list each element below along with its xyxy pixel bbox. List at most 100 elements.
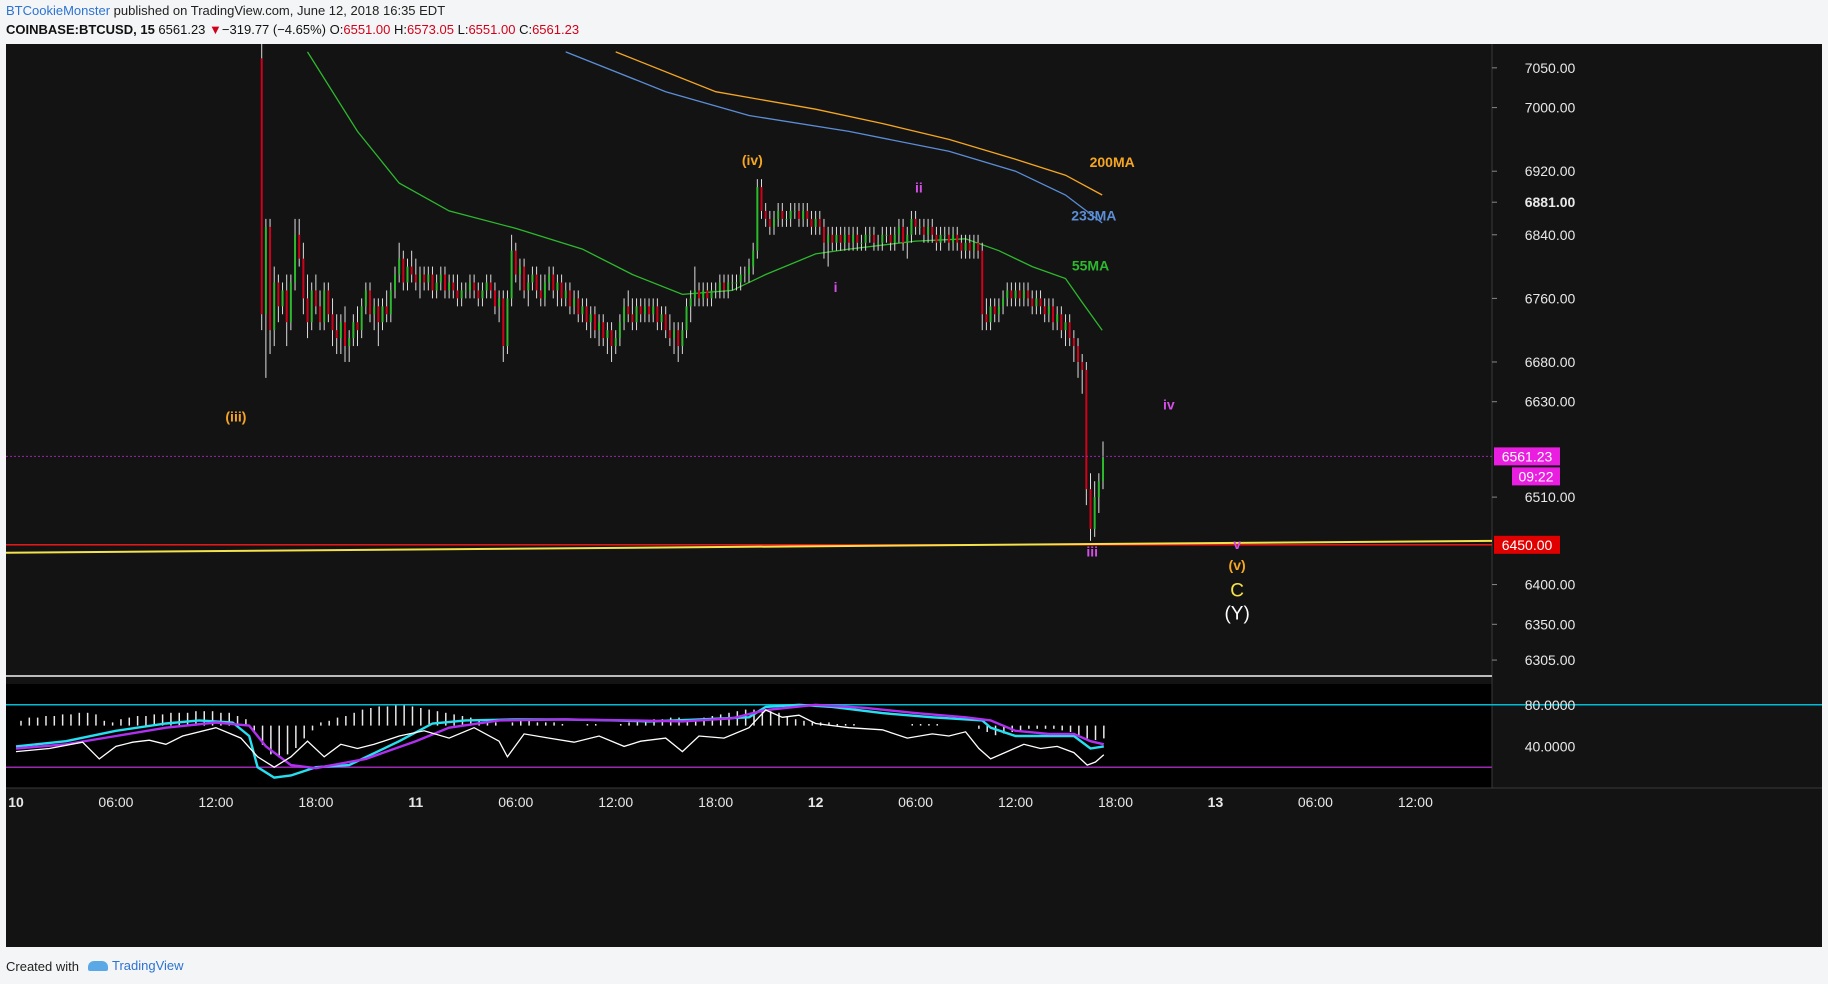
candle xyxy=(1052,298,1055,331)
candle-body xyxy=(1052,306,1055,323)
candle xyxy=(539,274,542,307)
candle-body xyxy=(298,234,301,259)
candle xyxy=(831,226,834,251)
candle-body xyxy=(1093,497,1096,529)
candle-body xyxy=(418,274,421,283)
candle xyxy=(897,218,900,243)
candle-body xyxy=(831,234,834,243)
chart-canvas[interactable]: (iii) (iv) i ii 200MA 233MA 55MA iv iii v (v) C (Y) 7… xyxy=(5,40,1822,947)
price-tick-label: 6920.00 xyxy=(1525,163,1576,179)
candle-body xyxy=(768,218,771,227)
candle-body xyxy=(656,306,659,323)
candle-body xyxy=(1010,290,1013,299)
candle-body xyxy=(260,58,263,315)
candle-body xyxy=(302,258,305,299)
candle xyxy=(448,274,451,299)
candle xyxy=(731,274,734,291)
countdown-label: 09:22 xyxy=(1518,468,1553,484)
candle-body xyxy=(977,242,980,251)
candle xyxy=(922,218,925,243)
candle-body xyxy=(360,306,363,331)
candle xyxy=(889,226,892,251)
candle-body xyxy=(935,234,938,243)
candle-body xyxy=(518,266,521,275)
candle-body xyxy=(373,306,376,315)
price-tick-label: 6680.00 xyxy=(1525,354,1576,370)
candle xyxy=(573,290,576,315)
candle-body xyxy=(423,274,426,283)
candle-body xyxy=(523,266,526,291)
wave-label: i xyxy=(834,279,838,295)
candle-body xyxy=(748,266,750,275)
symbol-ohlc-line: COINBASE:BTCUSD, 15 6561.23 ▼−319.77 (−4… xyxy=(6,22,579,37)
candle xyxy=(1081,354,1084,394)
candle xyxy=(956,226,959,251)
candle-body xyxy=(431,274,434,291)
candle xyxy=(935,226,938,251)
candle-body xyxy=(710,290,713,299)
time-tick-label: 10 xyxy=(8,794,24,810)
candle-body xyxy=(756,187,759,251)
candle xyxy=(356,306,359,347)
candle xyxy=(877,234,880,251)
candle xyxy=(352,314,355,347)
time-tick-label: 06:00 xyxy=(898,794,933,810)
candle xyxy=(381,298,384,331)
price-axis-panel xyxy=(1492,44,1822,947)
candle xyxy=(502,290,505,362)
author-link[interactable]: BTCookieMonster xyxy=(6,3,111,18)
candle-body xyxy=(843,234,846,243)
candle-body xyxy=(489,282,492,291)
candle xyxy=(997,298,1000,323)
candle-body xyxy=(1047,306,1050,315)
support-price-label: 6450.00 xyxy=(1502,537,1553,553)
candle xyxy=(1043,298,1046,323)
candle-body xyxy=(531,274,534,283)
candle xyxy=(598,314,601,347)
candle-body xyxy=(968,242,971,251)
candle-body xyxy=(443,274,446,291)
candle-body xyxy=(527,282,530,291)
candle-body xyxy=(914,218,917,227)
candle xyxy=(385,290,388,323)
candle-body xyxy=(723,282,726,291)
candle xyxy=(556,274,559,307)
candle xyxy=(885,226,888,243)
candle xyxy=(314,274,317,315)
candle xyxy=(893,226,896,251)
candle xyxy=(777,202,780,227)
candle xyxy=(369,282,372,323)
candle xyxy=(418,266,421,299)
candle-body xyxy=(731,282,734,284)
candle xyxy=(810,210,813,235)
candle xyxy=(827,226,830,267)
candle-body xyxy=(314,290,317,307)
candle xyxy=(435,274,438,299)
candle-body xyxy=(1018,290,1021,299)
candle-body xyxy=(639,306,642,315)
candle-body xyxy=(802,210,805,219)
oscillator-pane xyxy=(6,684,1492,788)
tradingview-link[interactable]: TradingView xyxy=(88,958,184,973)
candle xyxy=(802,202,805,227)
wave-label: 55MA xyxy=(1072,258,1109,274)
time-tick-label: 18:00 xyxy=(698,794,733,810)
wave-label: iii xyxy=(1086,544,1098,560)
price-tick-label: 6305.00 xyxy=(1525,652,1576,668)
candle xyxy=(1022,282,1025,307)
candle-body xyxy=(872,234,875,243)
candle xyxy=(339,314,342,355)
low-value: 6551.00 xyxy=(468,22,516,37)
candle xyxy=(498,290,501,323)
candle xyxy=(548,266,551,291)
candle xyxy=(527,274,530,307)
candle xyxy=(972,234,975,259)
candle-body xyxy=(598,322,601,331)
candle-body xyxy=(981,250,984,315)
time-tick-label: 11 xyxy=(408,794,423,810)
candle xyxy=(273,266,276,347)
candle-body xyxy=(369,290,372,315)
current-price-label: 6561.23 xyxy=(1502,448,1553,464)
candle-body xyxy=(797,210,800,219)
